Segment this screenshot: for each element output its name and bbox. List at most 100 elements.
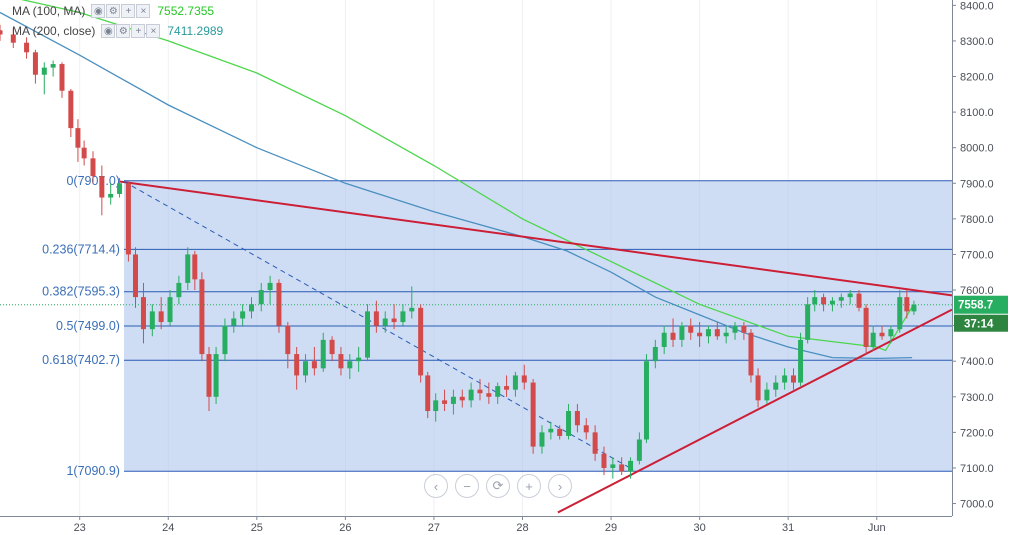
candle <box>199 272 205 362</box>
candle-body <box>81 147 87 159</box>
eye-icon[interactable]: ◉ <box>91 4 106 18</box>
candle-body <box>206 354 212 397</box>
candle <box>829 297 835 312</box>
candle <box>320 332 326 372</box>
candle-body <box>59 64 65 91</box>
candle <box>557 425 563 440</box>
candle <box>149 304 155 337</box>
trend-line <box>557 308 953 514</box>
candle <box>566 403 572 440</box>
candle-body <box>530 382 536 447</box>
candle-body <box>10 34 16 43</box>
candle <box>90 151 96 184</box>
candle-body <box>592 432 598 454</box>
candle <box>10 28 16 49</box>
candle-body <box>32 52 38 75</box>
price-tick-label: 8300.0 <box>960 36 994 48</box>
candle-body <box>723 332 729 337</box>
candle-body <box>539 432 545 447</box>
candle <box>782 368 788 390</box>
candle <box>748 329 754 383</box>
candle-body <box>764 389 770 401</box>
candle-body <box>838 297 844 301</box>
candle <box>821 293 827 312</box>
candle <box>267 275 273 305</box>
candle-body <box>821 297 827 305</box>
candle-body <box>670 332 676 340</box>
ma200-line <box>0 11 913 360</box>
candle-body <box>373 311 379 326</box>
candle-body <box>382 318 388 326</box>
close-icon[interactable]: × <box>136 4 151 18</box>
candle <box>790 368 796 390</box>
candle <box>59 62 65 98</box>
plus-icon[interactable]: + <box>131 24 146 38</box>
time-tick-label: 23 <box>74 522 86 534</box>
candle <box>258 282 264 312</box>
candle <box>140 282 146 344</box>
candle <box>418 304 424 383</box>
candle-body <box>108 193 114 198</box>
time-tick-label: Jun <box>868 522 886 534</box>
candle-body <box>468 389 474 401</box>
candle-body <box>258 290 264 305</box>
candle <box>504 375 510 397</box>
candle-body <box>486 393 492 397</box>
candle-body <box>117 183 123 194</box>
candle-body <box>294 354 300 376</box>
candle-body <box>311 361 317 369</box>
reset-icon[interactable]: ⟳ <box>486 474 510 498</box>
candle-body <box>356 357 362 362</box>
eye-icon[interactable]: ◉ <box>101 24 116 38</box>
candle-body <box>636 439 642 461</box>
close-icon[interactable]: × <box>146 24 161 38</box>
candle <box>425 371 431 419</box>
candle-body <box>643 361 649 440</box>
candle <box>391 304 397 330</box>
candle-body <box>276 282 282 326</box>
zoom-in-icon[interactable]: + <box>517 474 541 498</box>
candle-body <box>911 304 917 312</box>
candle-body <box>583 425 589 433</box>
gear-icon[interactable]: ⚙ <box>106 4 121 18</box>
fib-level-label: 0.618(7402.7) <box>42 353 120 367</box>
candle <box>601 446 607 476</box>
candle-body <box>240 311 246 319</box>
candle <box>382 311 388 333</box>
candle-body <box>888 329 894 337</box>
time-tick-label: 24 <box>162 522 174 534</box>
chevron-left-icon[interactable]: ‹ <box>424 474 448 498</box>
zoom-out-icon[interactable]: − <box>455 474 479 498</box>
legend-ma100: MA (100, MA) ◉ ⚙ + × 7552.7355 <box>12 4 214 18</box>
candle-body <box>863 307 869 347</box>
plus-icon[interactable]: + <box>121 4 136 18</box>
candle-body <box>425 375 431 412</box>
candle <box>276 279 282 333</box>
candle <box>495 382 501 404</box>
candle-body <box>222 325 228 355</box>
price-tick-label: 7600.0 <box>960 285 994 297</box>
candle-body <box>904 297 910 312</box>
candle-body <box>557 428 563 436</box>
candle-body <box>24 42 30 53</box>
time-tick-label: 25 <box>251 522 263 534</box>
candle <box>433 393 439 422</box>
candle <box>0 24 3 41</box>
time-tick-label: 31 <box>782 522 794 534</box>
gear-icon[interactable]: ⚙ <box>116 24 131 38</box>
candle-body <box>249 304 255 312</box>
candle-body <box>347 361 353 369</box>
candle-body <box>418 307 424 376</box>
price-tick-label: 7200.0 <box>960 427 994 439</box>
candle <box>670 318 676 347</box>
chevron-right-icon[interactable]: › <box>548 474 572 498</box>
candle <box>863 304 869 355</box>
candle-body <box>338 354 344 369</box>
candle <box>741 322 747 340</box>
candle-body <box>504 386 510 390</box>
candle <box>356 346 362 372</box>
candle <box>548 421 554 440</box>
candle-body <box>149 311 155 330</box>
